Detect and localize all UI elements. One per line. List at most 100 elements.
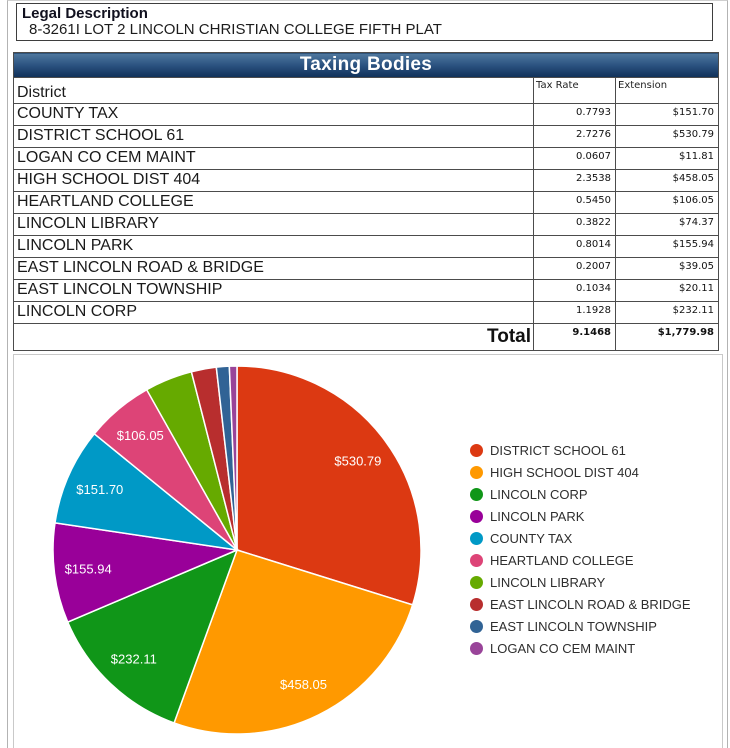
legend-item-label: HEARTLAND COLLEGE [490, 552, 634, 568]
pie-slice-label: $458.05 [280, 677, 327, 692]
table-title-row: Taxing Bodies [13, 52, 719, 78]
legal-description-box: Legal Description 8-3261I LOT 2 LINCOLN … [16, 3, 713, 41]
pie-chart: $530.79 $458.05 $232.11 $155.94 $151.70 $106.… [52, 365, 422, 735]
legend-item-label: LINCOLN CORP [490, 486, 588, 502]
total-extension: $1,779.98 [615, 323, 719, 351]
table-row: EAST LINCOLN TOWNSHIP 0.1034 $20.11 [13, 279, 719, 302]
table-row: LINCOLN PARK 0.8014 $155.94 [13, 235, 719, 258]
legend-color-icon [470, 575, 483, 589]
column-header-extension: Extension [615, 77, 719, 104]
legend-item-label: LOGAN CO CEM MAINT [490, 640, 636, 656]
district-cell: HIGH SCHOOL DIST 404 [13, 169, 534, 192]
table-row: LOGAN CO CEM MAINT 0.0607 $11.81 [13, 147, 719, 170]
legend-item-label: EAST LINCOLN TOWNSHIP [490, 618, 657, 634]
legend-item-label: EAST LINCOLN ROAD & BRIDGE [490, 596, 691, 612]
legend-color-icon [470, 597, 483, 611]
extension-cell: $151.70 [615, 103, 719, 126]
pie-slice-label: $151.70 [76, 482, 123, 497]
total-tax-rate: 9.1468 [533, 323, 616, 351]
tax-rate-cell: 0.1034 [533, 279, 616, 302]
legend-color-icon [470, 487, 483, 501]
legend-color-icon [470, 619, 483, 633]
table-row: LINCOLN LIBRARY 0.3822 $74.37 [13, 213, 719, 236]
tax-rate-cell: 0.8014 [533, 235, 616, 258]
district-cell: DISTRICT SCHOOL 61 [13, 125, 534, 148]
pie-slice[interactable] [228, 365, 238, 551]
legend-item[interactable]: LINCOLN PARK [470, 505, 691, 527]
chart-legend: DISTRICT SCHOOL 61 HIGH SCHOOL DIST 404 LI… [470, 439, 691, 659]
extension-cell: $106.05 [615, 191, 719, 214]
table-row: HEARTLAND COLLEGE 0.5450 $106.05 [13, 191, 719, 214]
legend-item-label: COUNTY TAX [490, 530, 573, 546]
tax-rate-cell: 2.3538 [533, 169, 616, 192]
district-cell: EAST LINCOLN ROAD & BRIDGE [13, 257, 534, 280]
table-row: COUNTY TAX 0.7793 $151.70 [13, 103, 719, 126]
tax-rate-cell: 0.2007 [533, 257, 616, 280]
legend-item[interactable]: EAST LINCOLN ROAD & BRIDGE [470, 593, 691, 615]
extension-cell: $74.37 [615, 213, 719, 236]
legend-color-icon [470, 553, 483, 567]
tax-rate-cell: 0.0607 [533, 147, 616, 170]
legend-color-icon [470, 443, 483, 457]
table-row: EAST LINCOLN ROAD & BRIDGE 0.2007 $39.05 [13, 257, 719, 280]
legend-item[interactable]: COUNTY TAX [470, 527, 691, 549]
pie-slice[interactable] [236, 365, 422, 606]
extension-cell: $530.79 [615, 125, 719, 148]
pie-slice-label: $106.05 [117, 428, 164, 443]
legend-item[interactable]: HIGH SCHOOL DIST 404 [470, 461, 691, 483]
extension-cell: $232.11 [615, 301, 719, 324]
extension-cell: $155.94 [615, 235, 719, 258]
table-row: HIGH SCHOOL DIST 404 2.3538 $458.05 [13, 169, 719, 192]
legend-item[interactable]: LOGAN CO CEM MAINT [470, 637, 691, 659]
column-header-row: District Tax Rate Extension [13, 77, 719, 104]
district-cell: LINCOLN CORP [13, 301, 534, 324]
legend-color-icon [470, 531, 483, 545]
legend-item-label: DISTRICT SCHOOL 61 [490, 442, 626, 458]
pie-slice-label: $232.11 [111, 651, 157, 666]
column-header-district: District [13, 77, 534, 104]
legal-description-title: Legal Description [22, 5, 148, 22]
pie-slice-label: $155.94 [65, 562, 112, 577]
district-cell: LINCOLN PARK [13, 235, 534, 258]
legend-item-label: HIGH SCHOOL DIST 404 [490, 464, 639, 480]
pie-slice[interactable] [54, 432, 240, 552]
taxing-bodies-table: Taxing Bodies District Tax Rate Extensio… [13, 52, 719, 351]
legend-item-label: LINCOLN LIBRARY [490, 574, 606, 590]
total-row: Total 9.1468 $1,779.98 [13, 323, 719, 351]
page-frame: Legal Description 8-3261I LOT 2 LINCOLN … [7, 0, 728, 748]
total-label: Total [13, 323, 534, 351]
table-row: LINCOLN CORP 1.1928 $232.11 [13, 301, 719, 324]
tax-rate-cell: 0.3822 [533, 213, 616, 236]
table-title-bar: Taxing Bodies [13, 52, 719, 78]
legend-color-icon [470, 641, 483, 655]
extension-cell: $11.81 [615, 147, 719, 170]
district-cell: EAST LINCOLN TOWNSHIP [13, 279, 534, 302]
legend-color-icon [470, 465, 483, 479]
tax-distribution-chart: $530.79 $458.05 $232.11 $155.94 $151.70 $106.… [13, 354, 723, 748]
legend-item[interactable]: EAST LINCOLN TOWNSHIP [470, 615, 691, 637]
pie-slice[interactable] [52, 522, 240, 624]
legend-item[interactable]: DISTRICT SCHOOL 61 [470, 439, 691, 461]
legend-color-icon [470, 509, 483, 523]
extension-cell: $20.11 [615, 279, 719, 302]
extension-cell: $39.05 [615, 257, 719, 280]
legal-description-value: 8-3261I LOT 2 LINCOLN CHRISTIAN COLLEGE … [29, 21, 442, 38]
extension-cell: $458.05 [615, 169, 719, 192]
table-row: DISTRICT SCHOOL 61 2.7276 $530.79 [13, 125, 719, 148]
tax-rate-cell: 0.7793 [533, 103, 616, 126]
pie-slice-label: $530.79 [334, 454, 381, 469]
tax-rate-cell: 1.1928 [533, 301, 616, 324]
tax-rate-cell: 0.5450 [533, 191, 616, 214]
pie-slice[interactable] [173, 549, 414, 735]
district-cell: HEARTLAND COLLEGE [13, 191, 534, 214]
district-cell: LOGAN CO CEM MAINT [13, 147, 534, 170]
legend-item[interactable]: HEARTLAND COLLEGE [470, 549, 691, 571]
column-header-tax-rate: Tax Rate [533, 77, 616, 104]
legend-item-label: LINCOLN PARK [490, 508, 585, 524]
legend-item[interactable]: LINCOLN CORP [470, 483, 691, 505]
pie-slice[interactable] [66, 548, 239, 724]
legend-item[interactable]: LINCOLN LIBRARY [470, 571, 691, 593]
district-cell: COUNTY TAX [13, 103, 534, 126]
district-cell: LINCOLN LIBRARY [13, 213, 534, 236]
tax-rate-cell: 2.7276 [533, 125, 616, 148]
